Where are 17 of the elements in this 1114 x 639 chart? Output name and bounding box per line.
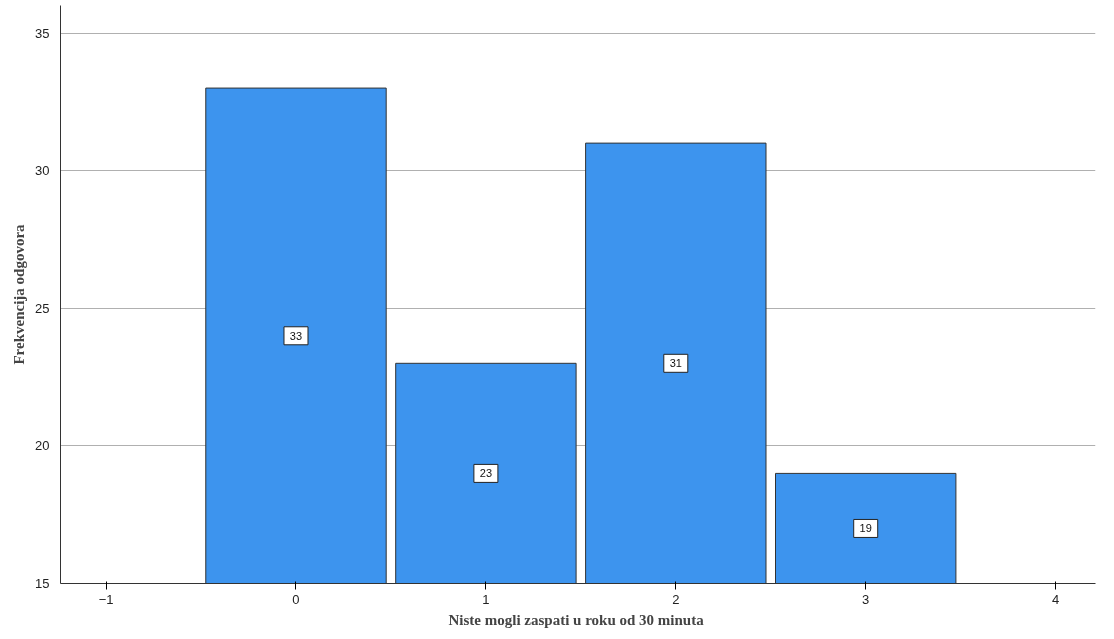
x-tick-label: −1 (98, 591, 114, 607)
y-axis-title: Frekvencija odgovora (11, 223, 28, 365)
y-tick-label: 20 (35, 438, 50, 454)
data-label: 31 (669, 357, 682, 370)
data-label: 33 (289, 329, 303, 342)
x-tick-label: 2 (672, 591, 680, 607)
y-tick-label: 35 (35, 25, 50, 41)
y-tick-label: 15 (35, 576, 50, 591)
data-label: 23 (479, 467, 493, 480)
y-tick-label: 25 (35, 300, 50, 316)
x-axis-title: Niste mogli zaspati u roku od 30 minuta (448, 611, 705, 628)
y-tick-label: 30 (35, 163, 50, 179)
data-label: 19 (859, 522, 872, 535)
x-tick-label: 1 (482, 591, 490, 607)
x-tick-label: 4 (1052, 591, 1060, 607)
x-tick-label: 0 (292, 591, 300, 607)
x-tick-label: 3 (862, 591, 870, 607)
